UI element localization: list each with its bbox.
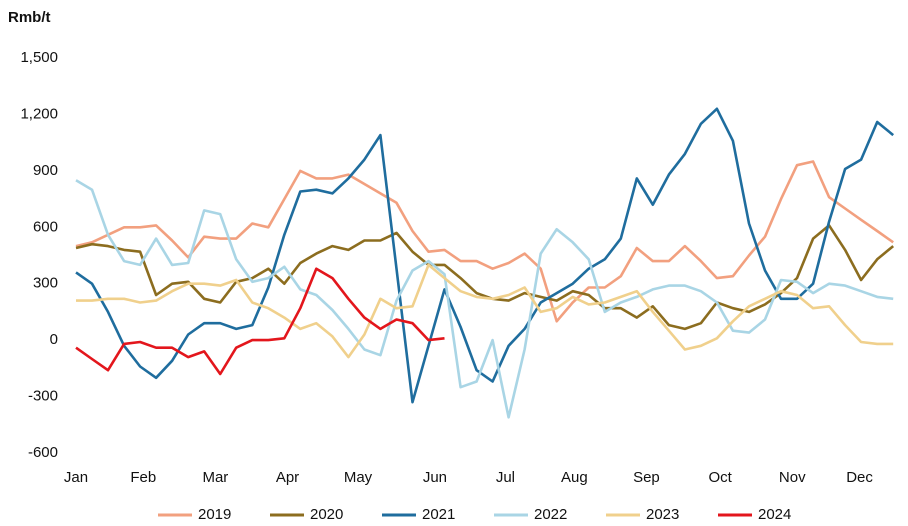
x-tick-label: Jun — [423, 469, 447, 486]
y-tick-label: 600 — [33, 218, 58, 235]
x-tick-label: Nov — [779, 469, 806, 486]
legend-label: 2024 — [758, 506, 791, 523]
y-axis-label: Rmb/t — [8, 9, 51, 26]
series-line — [75, 179, 894, 419]
y-tick-label: -600 — [28, 444, 58, 461]
series-line — [75, 224, 895, 331]
series-line — [76, 263, 894, 359]
legend-label: 2019 — [198, 506, 231, 523]
y-tick-label: 900 — [33, 162, 58, 179]
y-tick-label: -300 — [28, 388, 58, 405]
x-tick-label: Aug — [561, 469, 588, 486]
x-tick-label: Jul — [496, 469, 515, 486]
x-tick-label: Feb — [130, 469, 156, 486]
y-tick-label: 0 — [50, 331, 58, 348]
series-line — [75, 107, 895, 404]
x-tick-label: Oct — [708, 469, 732, 486]
y-tick-label: 1,500 — [20, 49, 58, 66]
y-tick-label: 300 — [33, 275, 58, 292]
x-tick-label: Sep — [633, 469, 660, 486]
x-tick-label: May — [344, 469, 373, 486]
legend-label: 2020 — [310, 506, 343, 523]
legend-label: 2022 — [534, 506, 567, 523]
legend-label: 2023 — [646, 506, 679, 523]
x-tick-label: Jan — [64, 469, 88, 486]
legend-label: 2021 — [422, 506, 455, 523]
x-tick-label: Dec — [846, 469, 873, 486]
x-tick-label: Apr — [276, 469, 299, 486]
y-tick-label: 1,200 — [20, 105, 58, 122]
series-line — [75, 267, 445, 376]
x-tick-label: Mar — [202, 469, 228, 486]
